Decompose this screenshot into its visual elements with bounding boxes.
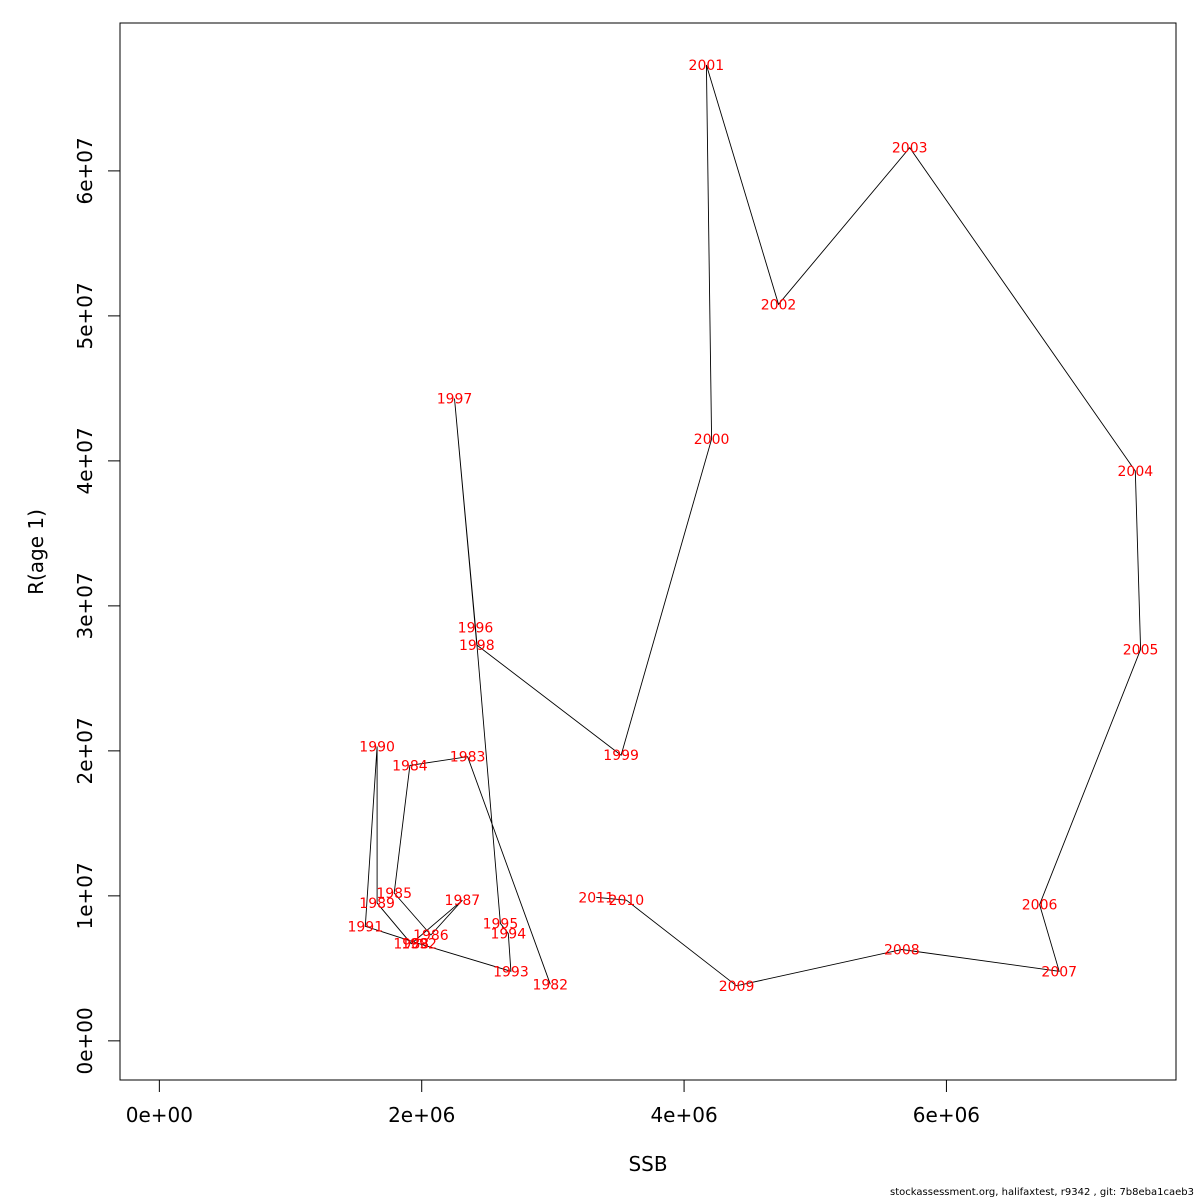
y-tick-label: 3e+07 — [73, 572, 97, 639]
year-label-2006: 2006 — [1022, 898, 1058, 914]
year-label-1985: 1985 — [376, 886, 412, 902]
x-tick-label: 4e+06 — [650, 1103, 717, 1127]
year-label-2009: 2009 — [719, 979, 755, 995]
x-tick-label: 2e+06 — [388, 1103, 455, 1127]
year-label-2002: 2002 — [761, 297, 797, 313]
footer-note: stockassessment.org, halifaxtest, r9342 … — [890, 1187, 1194, 1198]
year-labels: 1982 1983 1984 1985 1986 1987 1988 1989 1990 1991… — [347, 58, 1158, 995]
y-tick-label: 6e+07 — [73, 137, 97, 204]
year-label-1995: 1995 — [483, 916, 519, 932]
year-label-2010: 2010 — [609, 893, 645, 909]
ssb-recruitment-path — [364, 64, 1142, 987]
year-label-2008: 2008 — [884, 943, 920, 959]
y-tick-label: 0e+00 — [73, 1007, 97, 1074]
year-label-1993: 1993 — [493, 964, 529, 980]
year-label-1994: 1994 — [490, 927, 526, 943]
y-tick-label: 1e+07 — [73, 862, 97, 929]
year-label-1988: 1988 — [393, 937, 429, 953]
plot-frame — [119, 22, 1177, 1081]
year-label-2001: 2001 — [689, 58, 725, 74]
year-label-2003: 2003 — [892, 141, 928, 157]
x-axis: 0e+00 2e+06 4e+06 6e+06 — [126, 1079, 980, 1127]
year-label-1996: 1996 — [458, 621, 494, 637]
year-label-1989: 1989 — [359, 896, 395, 912]
year-label-1992: 1992 — [401, 937, 437, 953]
y-axis: 0e+00 1e+07 2e+07 3e+07 4e+07 5e+07 6e+07 — [73, 137, 121, 1074]
x-tick-label: 6e+06 — [913, 1103, 980, 1127]
y-tick-label: 4e+07 — [73, 427, 97, 494]
year-label-1987: 1987 — [445, 893, 481, 909]
year-label-1991: 1991 — [347, 919, 383, 935]
year-label-1999: 1999 — [603, 748, 639, 764]
year-label-2011: 2011 — [578, 890, 614, 906]
year-label-1990: 1990 — [359, 740, 395, 756]
year-label-1984: 1984 — [392, 758, 428, 774]
year-label-1997: 1997 — [437, 392, 473, 408]
year-label-2007: 2007 — [1041, 964, 1077, 980]
year-label-2005: 2005 — [1123, 642, 1159, 658]
year-label-2004: 2004 — [1118, 464, 1154, 480]
year-label-1982: 1982 — [532, 977, 568, 993]
y-tick-label: 5e+07 — [73, 282, 97, 349]
year-label-1986: 1986 — [413, 928, 449, 944]
y-tick-label: 2e+07 — [73, 717, 97, 784]
series-line — [364, 64, 1142, 987]
y-axis-title: R(age 1) — [24, 509, 48, 595]
x-tick-label: 0e+00 — [126, 1103, 193, 1127]
x-axis-title: SSB — [628, 1152, 667, 1176]
year-label-2000: 2000 — [694, 432, 730, 448]
year-label-1983: 1983 — [450, 750, 486, 766]
year-label-1998: 1998 — [459, 638, 495, 654]
